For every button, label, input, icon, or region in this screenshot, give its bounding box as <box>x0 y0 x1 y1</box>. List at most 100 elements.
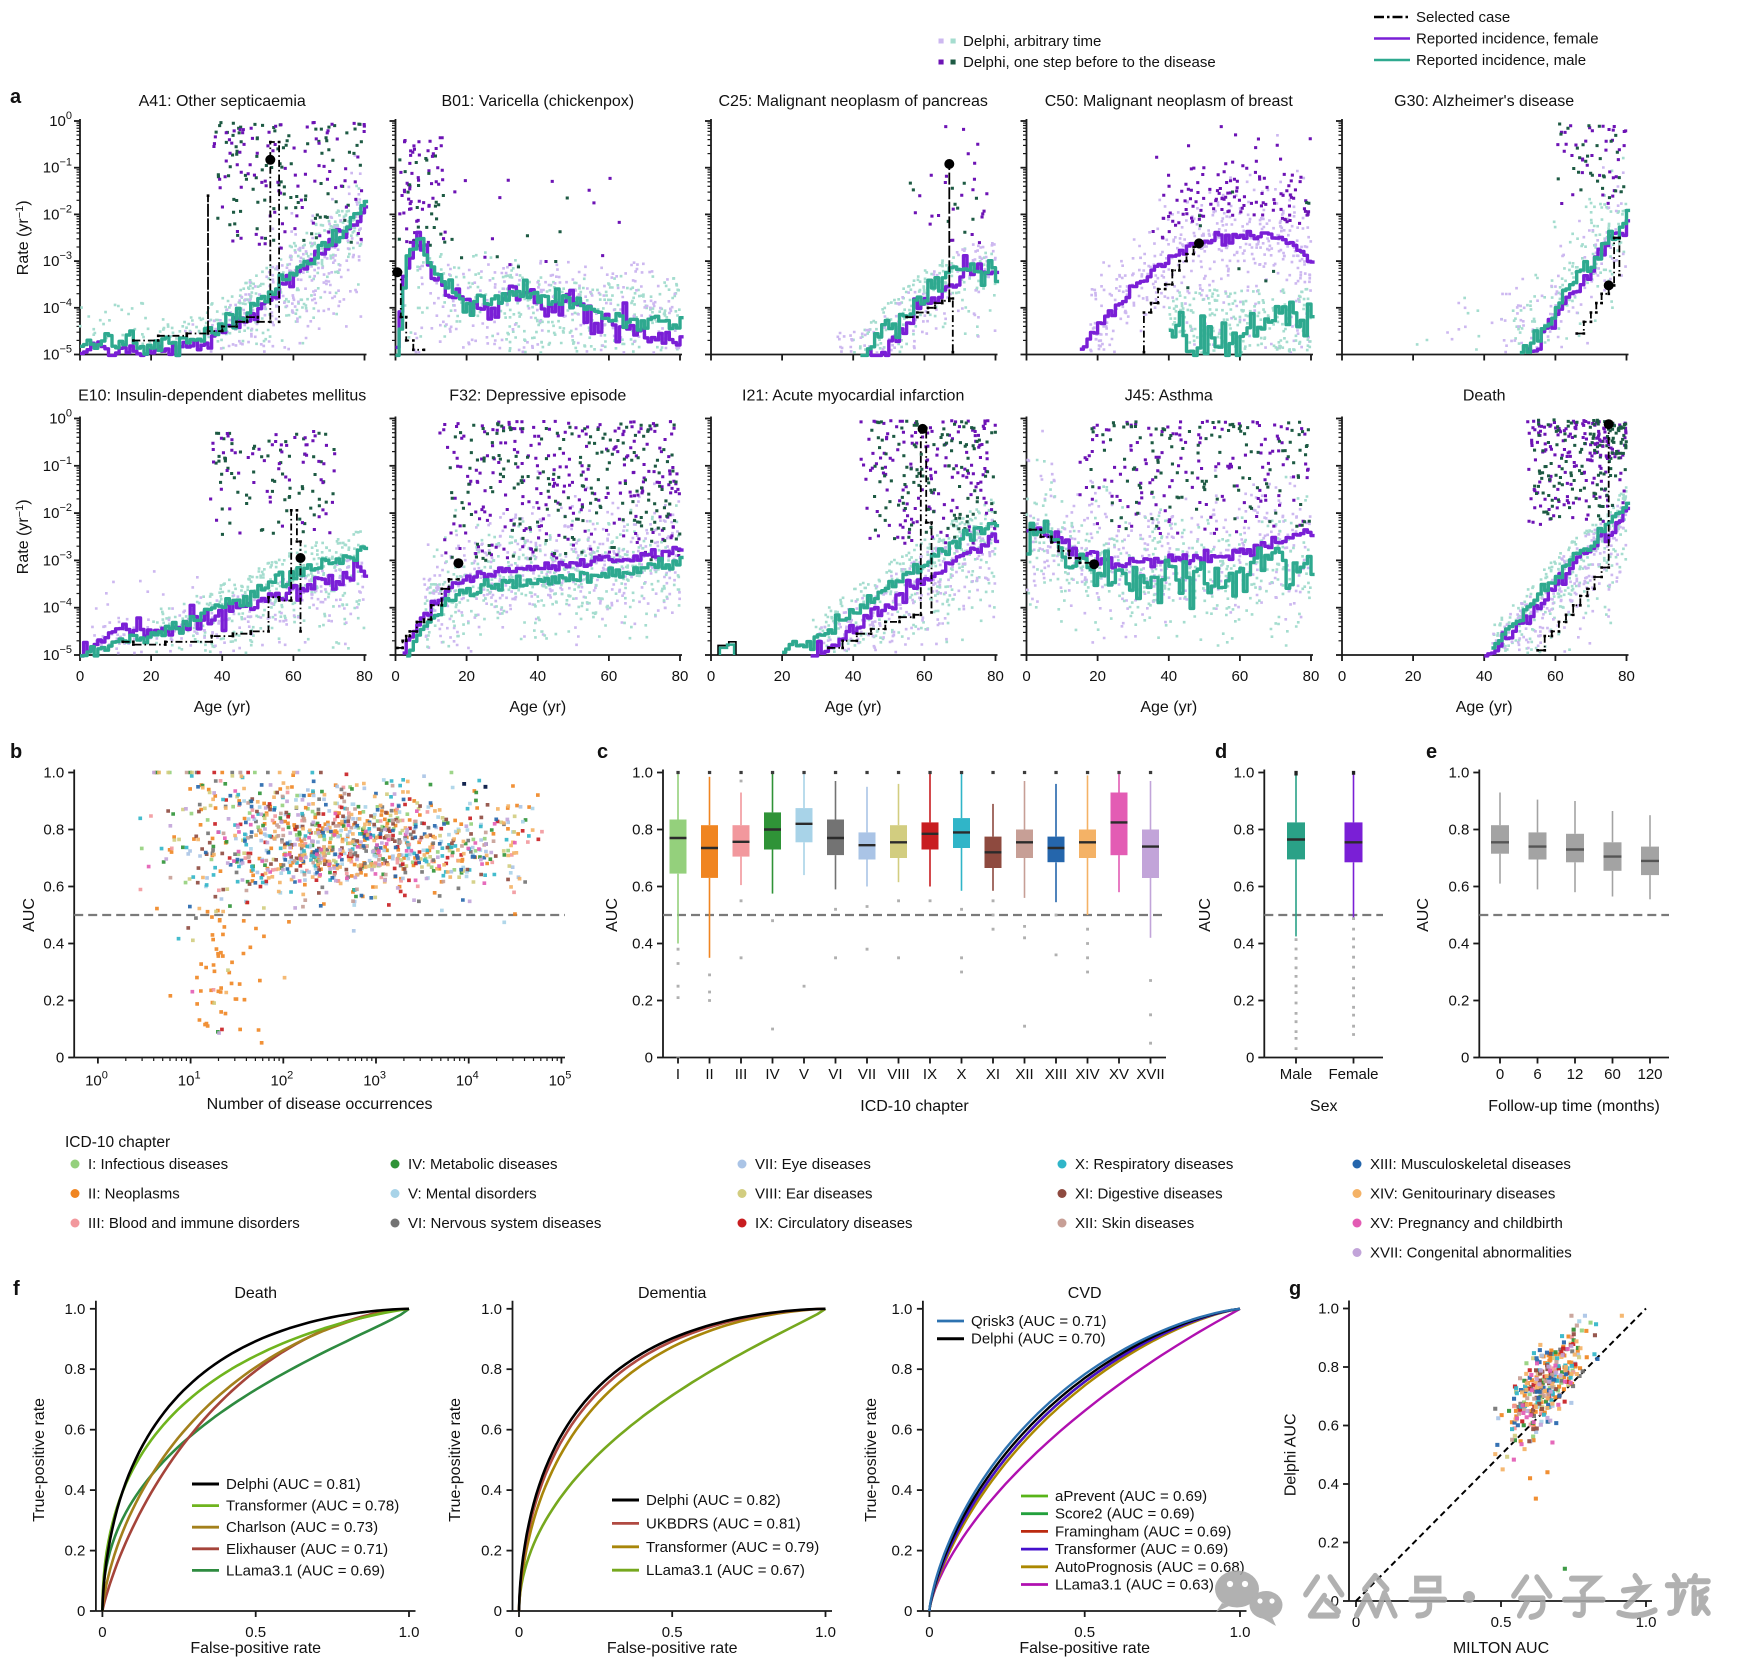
svg-text:12: 12 <box>1567 1066 1584 1083</box>
svg-text:XV: Pregnancy and childbirth: XV: Pregnancy and childbirth <box>1370 1215 1563 1232</box>
svg-text:I21: Acute myocardial infarcti: I21: Acute myocardial infarction <box>742 388 964 405</box>
svg-text:Transformer (AUC = 0.79): Transformer (AUC = 0.79) <box>646 1539 819 1556</box>
svg-text:0.5: 0.5 <box>662 1624 683 1641</box>
svg-text:b: b <box>10 741 22 763</box>
svg-text:0.6: 0.6 <box>632 879 653 896</box>
svg-text:0.8: 0.8 <box>1318 1359 1339 1376</box>
svg-text:0: 0 <box>1331 1593 1339 1610</box>
svg-text:0.8: 0.8 <box>43 822 64 839</box>
svg-text:c: c <box>597 741 608 763</box>
svg-text:0.6: 0.6 <box>43 879 64 896</box>
svg-text:0: 0 <box>1246 1050 1254 1067</box>
svg-text:Transformer (AUC = 0.78): Transformer (AUC = 0.78) <box>226 1498 399 1515</box>
svg-text:AUC: AUC <box>21 898 38 932</box>
svg-text:IX: IX <box>923 1066 937 1083</box>
svg-text:VIII: Ear diseases: VIII: Ear diseases <box>755 1186 873 1203</box>
svg-text:0: 0 <box>77 1603 85 1620</box>
svg-text:C25: Malignant neoplasm of pan: C25: Malignant neoplasm of pancreas <box>718 93 988 110</box>
svg-text:0.2: 0.2 <box>1318 1535 1339 1552</box>
svg-text:XI: Digestive diseases: XI: Digestive diseases <box>1075 1186 1223 1203</box>
svg-text:Age (yr): Age (yr) <box>509 699 566 716</box>
svg-text:XVII: XVII <box>1136 1066 1164 1083</box>
svg-text:0: 0 <box>707 668 715 685</box>
svg-text:ICD-10 chapter: ICD-10 chapter <box>65 1134 170 1151</box>
svg-text:1.0: 1.0 <box>1233 765 1254 782</box>
svg-text:0: 0 <box>925 1624 933 1641</box>
svg-text:III: Blood and immune disorder: III: Blood and immune disorders <box>88 1215 300 1232</box>
svg-text:Female: Female <box>1328 1066 1378 1083</box>
svg-text:B01: Varicella (chickenpox): B01: Varicella (chickenpox) <box>441 93 634 110</box>
svg-text:Score2 (AUC = 0.69): Score2 (AUC = 0.69) <box>1055 1506 1195 1523</box>
svg-text:XIII: XIII <box>1045 1066 1068 1083</box>
svg-text:VIII: VIII <box>887 1066 910 1083</box>
svg-text:0.2: 0.2 <box>632 993 653 1010</box>
svg-text:XII: XII <box>1015 1066 1033 1083</box>
svg-text:Delphi (AUC = 0.82): Delphi (AUC = 0.82) <box>646 1492 781 1509</box>
svg-text:C50: Malignant neoplasm of bre: C50: Malignant neoplasm of breast <box>1045 93 1294 110</box>
svg-text:XVII: Congenital abnormalities: XVII: Congenital abnormalities <box>1370 1245 1572 1262</box>
svg-text:0.4: 0.4 <box>632 936 653 953</box>
svg-text:0.2: 0.2 <box>481 1543 502 1560</box>
svg-text:V: V <box>799 1066 809 1083</box>
svg-text:0: 0 <box>98 1624 106 1641</box>
svg-text:UKBDRS (AUC = 0.81): UKBDRS (AUC = 0.81) <box>646 1515 801 1532</box>
svg-text:0.2: 0.2 <box>1233 993 1254 1010</box>
svg-text:III: III <box>735 1066 748 1083</box>
svg-text:0.4: 0.4 <box>43 936 64 953</box>
svg-text:80: 80 <box>356 668 373 685</box>
svg-text:IV: IV <box>765 1066 779 1083</box>
svg-text:True-positive rate: True-positive rate <box>31 1398 48 1522</box>
svg-text:60: 60 <box>1232 668 1249 685</box>
svg-text:G30: Alzheimer's disease: G30: Alzheimer's disease <box>1394 93 1574 110</box>
svg-text:F32: Depressive episode: F32: Depressive episode <box>449 388 626 405</box>
svg-text:Age (yr): Age (yr) <box>1456 699 1513 716</box>
svg-text:1.0: 1.0 <box>399 1624 420 1641</box>
svg-text:0: 0 <box>76 668 84 685</box>
svg-text:Delphi, arbitrary time: Delphi, arbitrary time <box>963 33 1101 50</box>
svg-text:E10: Insulin-dependent diabete: E10: Insulin-dependent diabetes mellitus <box>78 388 366 405</box>
svg-text:0.4: 0.4 <box>1233 936 1254 953</box>
svg-text:AutoPrognosis (AUC = 0.68): AutoPrognosis (AUC = 0.68) <box>1055 1559 1245 1576</box>
svg-text:0.4: 0.4 <box>481 1482 502 1499</box>
svg-text:0: 0 <box>1496 1066 1504 1083</box>
svg-text:False-positive rate: False-positive rate <box>1019 1640 1150 1657</box>
svg-text:1.0: 1.0 <box>892 1301 913 1318</box>
svg-text:Number of disease occurrences: Number of disease occurrences <box>207 1096 433 1113</box>
svg-text:Rate (yr−1): Rate (yr−1) <box>14 499 32 574</box>
svg-text:Reported incidence, female: Reported incidence, female <box>1416 31 1599 48</box>
svg-text:Age (yr): Age (yr) <box>825 699 882 716</box>
svg-text:Rate (yr−1): Rate (yr−1) <box>14 200 32 275</box>
svg-text:VII: Eye diseases: VII: Eye diseases <box>755 1156 871 1173</box>
svg-text:80: 80 <box>672 668 689 685</box>
svg-text:0: 0 <box>1022 668 1030 685</box>
svg-text:0.5: 0.5 <box>245 1624 266 1641</box>
svg-text:Sex: Sex <box>1310 1098 1338 1115</box>
svg-text:0.8: 0.8 <box>892 1361 913 1378</box>
svg-text:40: 40 <box>1476 668 1493 685</box>
svg-text:0: 0 <box>56 1050 64 1067</box>
svg-text:1.0: 1.0 <box>1636 1614 1657 1631</box>
svg-text:a: a <box>10 86 22 108</box>
svg-text:XIII: Musculoskeletal diseases: XIII: Musculoskeletal diseases <box>1370 1156 1571 1173</box>
svg-text:0.6: 0.6 <box>481 1422 502 1439</box>
svg-text:X: Respiratory diseases: X: Respiratory diseases <box>1075 1156 1233 1173</box>
svg-text:0: 0 <box>391 668 399 685</box>
svg-text:IX: Circulatory diseases: IX: Circulatory diseases <box>755 1215 913 1232</box>
svg-text:1.0: 1.0 <box>1318 1301 1339 1318</box>
svg-text:1.0: 1.0 <box>481 1301 502 1318</box>
svg-text:0.8: 0.8 <box>65 1361 86 1378</box>
svg-text:1.0: 1.0 <box>632 765 653 782</box>
svg-text:J45: Asthma: J45: Asthma <box>1125 388 1213 405</box>
svg-text:Qrisk3 (AUC = 0.71): Qrisk3 (AUC = 0.71) <box>971 1313 1106 1330</box>
svg-text:Charlson (AUC = 0.73): Charlson (AUC = 0.73) <box>226 1519 378 1536</box>
svg-text:Age (yr): Age (yr) <box>1140 699 1197 716</box>
svg-text:MILTON AUC: MILTON AUC <box>1453 1640 1549 1657</box>
svg-text:0.2: 0.2 <box>892 1543 913 1560</box>
svg-text:II: Neoplasms: II: Neoplasms <box>88 1186 180 1203</box>
svg-text:1.0: 1.0 <box>1230 1624 1251 1641</box>
svg-text:0: 0 <box>515 1624 523 1641</box>
svg-text:XI: XI <box>986 1066 1000 1083</box>
svg-text:0.6: 0.6 <box>1233 879 1254 896</box>
svg-text:IV: Metabolic diseases: IV: Metabolic diseases <box>408 1156 558 1173</box>
svg-text:False-positive rate: False-positive rate <box>607 1640 738 1657</box>
